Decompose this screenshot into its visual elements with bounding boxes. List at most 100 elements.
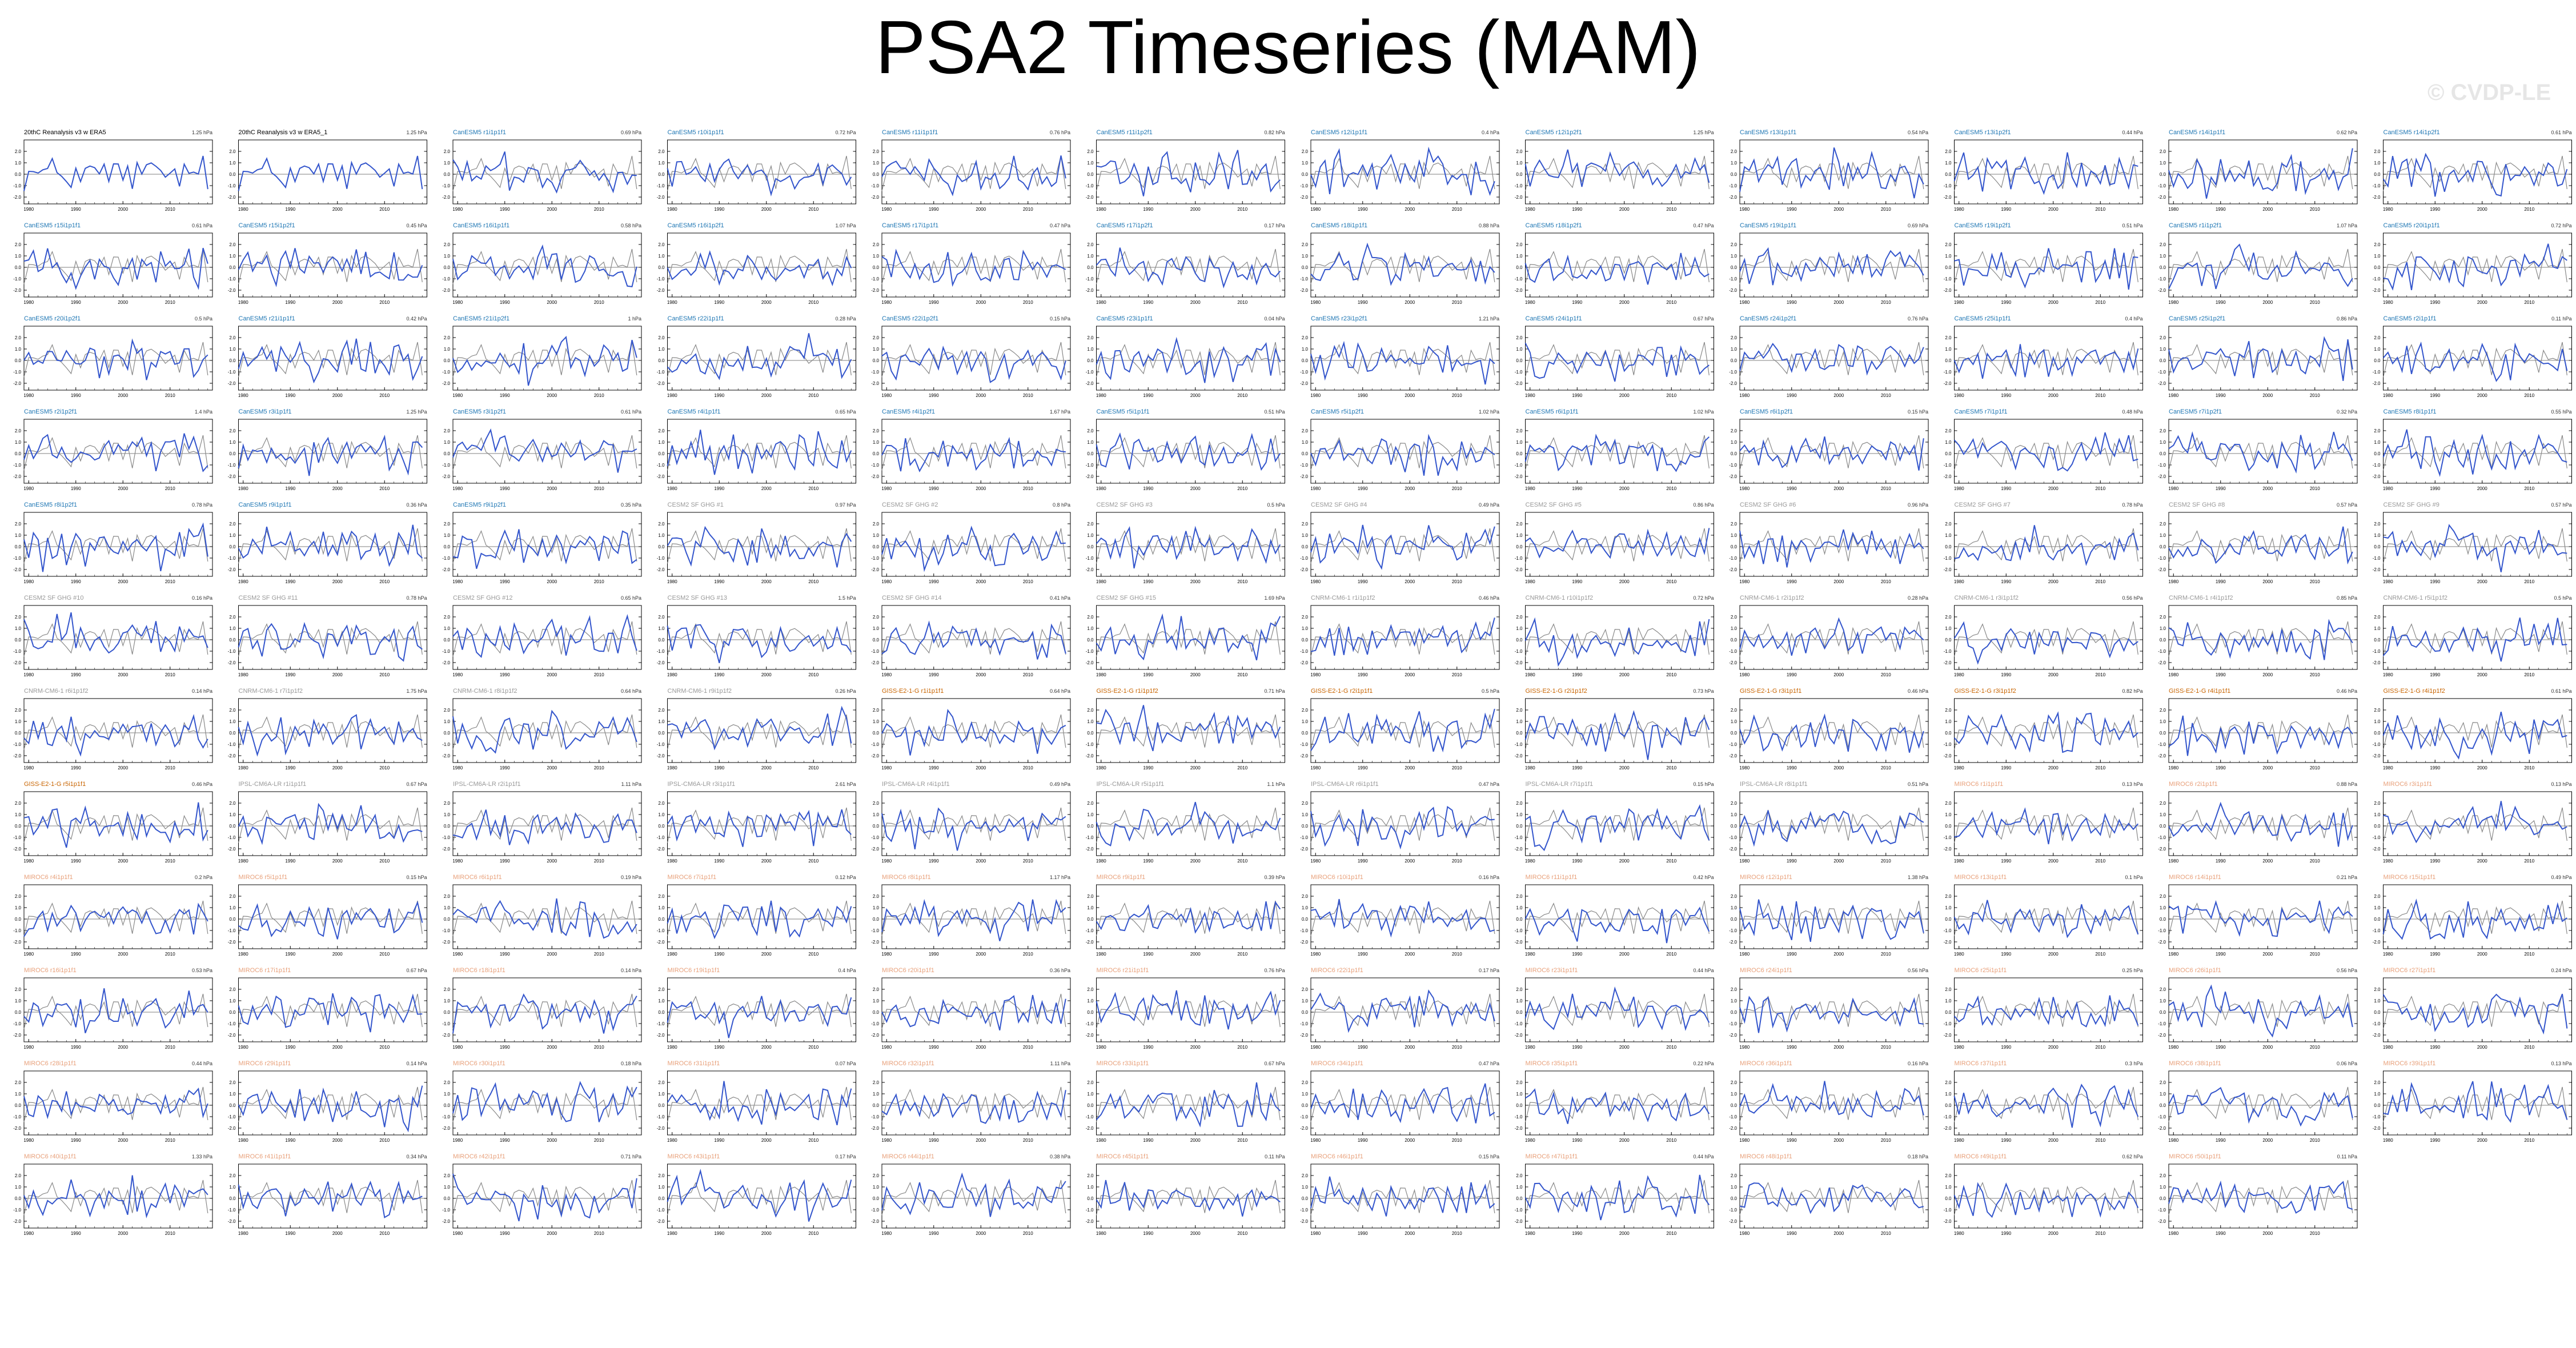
y-tick-label: 0.0 (1087, 544, 1094, 549)
x-tick-label: 2000 (2262, 300, 2273, 305)
y-tick-label: 1.0 (658, 161, 665, 166)
obs-series-line (881, 807, 1066, 843)
x-tick-label: 2000 (2262, 486, 2273, 491)
y-tick-label: 0.0 (1731, 172, 1738, 177)
x-tick-label: 1990 (71, 393, 81, 398)
y-tick-label: 2.0 (2160, 801, 2166, 806)
x-tick-label: 1980 (1954, 300, 1964, 305)
x-tick-label: 2010 (2095, 300, 2105, 305)
x-tick-label: 1980 (238, 207, 248, 212)
panel-title: CESM2 SF GHG #2 (882, 502, 938, 508)
panel-title: CanESM5 r1i1p1f1 (453, 129, 506, 136)
y-tick-label: 2.0 (1516, 801, 1523, 806)
x-tick-label: 2010 (1237, 579, 1247, 584)
y-tick-label: 1.0 (1087, 533, 1094, 538)
panel-frame (2168, 419, 2358, 484)
y-tick-label: 0.0 (1731, 731, 1738, 736)
x-tick-label: 2000 (1619, 579, 1630, 584)
panel-stat: 0.82 hPa (1264, 130, 1285, 135)
x-tick-label: 2000 (761, 486, 772, 491)
y-tick-label: -2.0 (871, 660, 879, 665)
y-tick-label: 2.0 (2374, 615, 2381, 620)
x-tick-label: 1990 (1358, 672, 1368, 677)
panel-stat: 0.76 hPa (1050, 130, 1070, 135)
panel-title: CanESM5 r9i1p2f1 (453, 502, 506, 508)
y-tick-label: -2.0 (1515, 381, 1523, 386)
member-series-line (1096, 705, 1281, 752)
y-tick-label: 1.0 (2160, 626, 2166, 631)
member-series-line (2382, 617, 2567, 662)
y-tick-label: 1.0 (658, 812, 665, 817)
panel-title: CESM2 SF GHG #11 (239, 595, 298, 601)
panel-stat: 0.5 hPa (195, 316, 212, 322)
panel-frame (667, 232, 856, 298)
obs-series-line (2168, 342, 2353, 378)
panel: CanESM5 r14i1p2f1 0.61 hPa 2.0 1.0 0.0 -1.0 -2… (2373, 129, 2572, 212)
x-tick-label: 2010 (379, 579, 390, 584)
y-tick-label: 0.0 (1731, 265, 1738, 270)
x-tick-label: 2000 (2477, 765, 2487, 771)
panel-frame (881, 791, 1071, 856)
x-tick-label: 2000 (1619, 300, 1630, 305)
y-tick-label: -2.0 (13, 195, 21, 200)
panel-title: CanESM5 r4i1p2f1 (882, 408, 935, 415)
y-tick-label: 1.0 (229, 347, 236, 352)
x-tick-label: 1980 (2168, 672, 2178, 677)
obs-series-line (1739, 807, 1924, 843)
x-tick-label: 2010 (594, 952, 604, 957)
y-tick-label: 1.0 (444, 440, 451, 445)
panel: GISS-E2-1-G r4i1p1f2 0.61 hPa 2.0 1.0 0.0 -1.… (2373, 688, 2572, 771)
panel-frame (23, 139, 213, 204)
obs-series-line (1310, 621, 1495, 657)
x-tick-label: 2010 (808, 672, 818, 677)
y-tick-label: -2.0 (1086, 474, 1094, 479)
x-tick-label: 2010 (1237, 672, 1247, 677)
panel-stat: 0.69 hPa (1908, 223, 1928, 228)
y-tick-label: 0.0 (1087, 358, 1094, 363)
panel: CNRM-CM6-1 r1i1p1f2 0.46 hPa 2.0 1.0 0.0 -1.0… (1300, 595, 1500, 677)
x-tick-label: 1980 (1096, 579, 1106, 584)
panel-stat: 0.72 hPa (1693, 595, 1714, 601)
panel-frame (1739, 791, 1929, 856)
panel-stat: 0.56 hPa (2122, 595, 2142, 601)
panel-frame (667, 698, 856, 763)
y-tick-label: 1.0 (658, 533, 665, 538)
panel-title: IPSL-CM6A-LR r5i1p1f1 (1097, 781, 1165, 788)
y-tick-label: -1.0 (442, 276, 450, 282)
panel: CNRM-CM6-1 r10i1p1f2 0.72 hPa 2.0 1.0 0.0 -1.… (1515, 595, 1714, 677)
member-series-line (667, 430, 852, 475)
x-tick-label: 1980 (238, 579, 248, 584)
y-tick-label: -1.0 (13, 742, 21, 747)
x-tick-label: 2000 (118, 486, 128, 491)
panel-title: CanESM5 r3i1p2f1 (453, 408, 506, 415)
y-tick-label: 0.0 (1945, 637, 1952, 643)
x-tick-label: 1990 (71, 300, 81, 305)
x-tick-label: 2010 (1881, 765, 1891, 771)
panel-title: CESM2 SF GHG #4 (1311, 502, 1367, 508)
x-tick-label: 2000 (761, 207, 772, 212)
panel-title: CNRM-CM6-1 r6i1p1f2 (24, 688, 88, 695)
x-tick-label: 1990 (285, 486, 295, 491)
y-tick-label: -1.0 (2373, 556, 2381, 561)
panel-frame (452, 139, 642, 204)
x-tick-label: 1980 (1525, 486, 1535, 491)
y-tick-label: -2.0 (228, 940, 236, 945)
y-tick-label: -2.0 (1944, 846, 1952, 852)
x-tick-label: 1980 (2383, 672, 2393, 677)
panel-stat: 0.5 hPa (1267, 502, 1285, 508)
y-tick-label: 2.0 (229, 801, 236, 806)
member-series-line (452, 529, 637, 569)
panel-title: CNRM-CM6-1 r5i1p1f2 (2384, 595, 2447, 601)
obs-series-line (1096, 528, 1281, 564)
panel-frame (23, 791, 213, 856)
panel: CanESM5 r6i1p2f1 0.15 hPa 2.0 1.0 0.0 -1.0 -2.… (1729, 408, 1929, 491)
y-tick-label: -2.0 (228, 195, 236, 200)
y-tick-label: -2.0 (1515, 195, 1523, 200)
x-tick-label: 1980 (667, 393, 677, 398)
y-tick-label: 1.0 (1516, 719, 1523, 724)
y-tick-label: 2.0 (1731, 335, 1738, 340)
obs-series-line (2168, 714, 2353, 750)
panel-title: CESM2 SF GHG #10 (24, 595, 84, 601)
panel-title: CanESM5 r22i1p2f1 (882, 315, 938, 322)
x-tick-label: 1980 (1739, 300, 1750, 305)
